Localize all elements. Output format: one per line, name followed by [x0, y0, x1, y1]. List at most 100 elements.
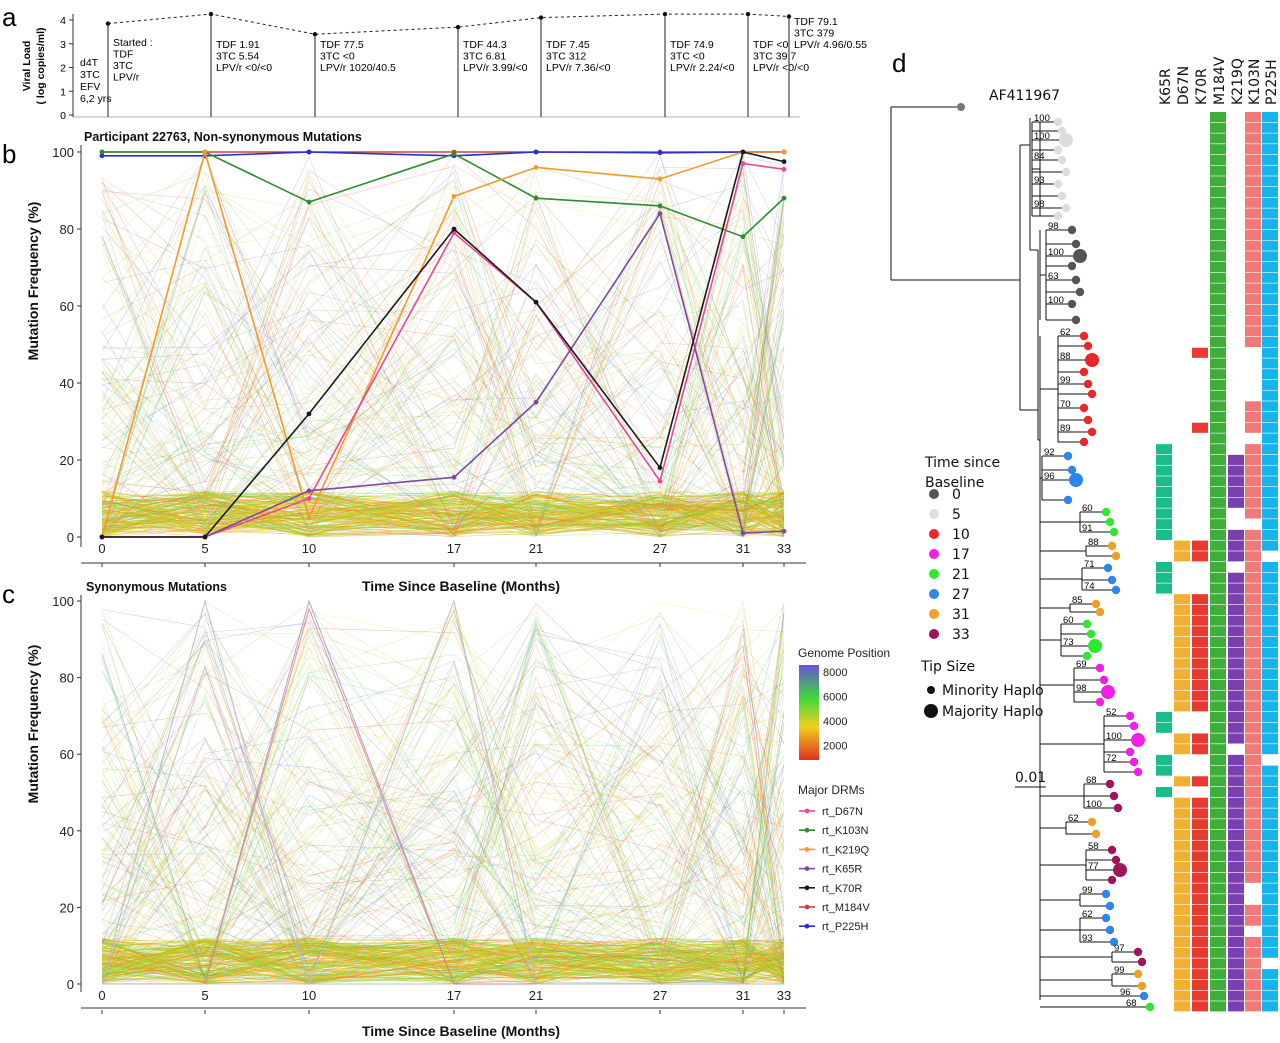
tree-tip	[1087, 817, 1097, 827]
background-mutation-line	[101, 675, 785, 979]
background-mutation-line	[101, 601, 785, 979]
background-mutation-line	[101, 742, 785, 969]
heatmap-cell-K103N	[1245, 947, 1261, 958]
heatmap-cell-P225H	[1262, 519, 1278, 530]
heatmap-cell-K70R	[1192, 958, 1208, 969]
background-mutation-line	[101, 793, 785, 982]
background-mutation-line	[101, 612, 785, 905]
background-mutation-line	[101, 705, 785, 984]
series-line-rt_K103N	[102, 151, 785, 238]
heatmap-cell-K65R	[1156, 519, 1172, 530]
heatmap-cell-K103N	[1245, 551, 1261, 562]
heatmap-cell-K103N	[1245, 476, 1261, 487]
heatmap-cell-M184V	[1210, 465, 1226, 476]
background-mutation-line	[101, 646, 785, 980]
background-mutation-line	[101, 490, 785, 528]
series-point-rt_K219Q	[451, 193, 457, 199]
time-legend-dot	[929, 549, 939, 559]
background-mutation-line	[101, 207, 785, 538]
background-mutation-line	[101, 155, 785, 537]
background-mutation-line	[101, 221, 785, 530]
heatmap-cell-K70R	[1192, 990, 1208, 1001]
phylogeny-panel: AF4119670.011001008493989810063100628899…	[890, 56, 1280, 1012]
heatmap-cell-P225H	[1262, 444, 1278, 455]
heatmap-cell-M184V	[1210, 315, 1226, 326]
background-mutation-line	[101, 491, 785, 527]
drug-level-label: 3TC 379	[794, 28, 834, 40]
background-mutation-line	[101, 214, 785, 538]
background-mutation-line	[101, 843, 785, 975]
tree-tip	[1125, 711, 1135, 721]
heatmap-cell-K219Q	[1228, 476, 1244, 487]
heatmap-cell-M184V	[1210, 229, 1226, 240]
ytick-label: 20	[60, 453, 74, 468]
tree-tip	[1071, 239, 1081, 249]
panel-label-c: c	[2, 579, 15, 609]
heatmap-cell-D67N	[1174, 540, 1190, 551]
tree-tip	[1057, 155, 1067, 165]
heatmap-column-label: K70R	[1194, 68, 1210, 105]
heatmap-cell-K103N	[1245, 165, 1261, 176]
background-mutation-line	[101, 858, 785, 956]
heatmap-cell-K219Q	[1228, 979, 1244, 990]
heatmap-cell-P225H	[1262, 154, 1278, 165]
ytick-label: 80	[60, 671, 74, 686]
bootstrap-label: 98	[1034, 199, 1045, 210]
bootstrap-label: 84	[1034, 151, 1045, 162]
time-legend-label: 31	[952, 607, 970, 623]
heatmap-cell-K219Q	[1228, 690, 1244, 701]
tree-tip	[1057, 126, 1067, 136]
background-mutation-line	[101, 941, 785, 983]
heatmap-cell-D67N	[1174, 947, 1190, 958]
background-mutation-line	[101, 172, 785, 537]
bootstrap-label: 100	[1086, 799, 1102, 810]
syn-title: Synonymous Mutations	[86, 580, 227, 594]
background-mutation-line	[101, 500, 785, 538]
time-legend-dot	[929, 489, 939, 499]
background-mutation-line	[101, 656, 785, 911]
background-mutation-line	[101, 493, 785, 536]
heatmap-cell-M184V	[1210, 829, 1226, 840]
heatmap-cell-K219Q	[1228, 797, 1244, 808]
heatmap-cell-M184V	[1210, 454, 1226, 465]
heatmap-cell-P225H	[1262, 669, 1278, 680]
heatmap-cell-K70R	[1192, 851, 1208, 862]
heatmap-cell-M184V	[1210, 904, 1226, 915]
heatmap-cell-M184V	[1210, 637, 1226, 648]
ytick-label: 0	[67, 530, 74, 545]
tree-tip	[1073, 249, 1087, 263]
background-mutation-line	[101, 706, 785, 978]
background-mutation-line	[101, 203, 785, 529]
tree-tip	[1069, 473, 1083, 487]
bootstrap-label: 100	[1106, 731, 1122, 742]
heatmap-cell-K70R	[1192, 840, 1208, 851]
heatmap-cell-M184V	[1210, 872, 1226, 883]
xtick-label: 27	[653, 541, 667, 556]
background-mutation-line	[101, 215, 785, 512]
heatmap-cell-K103N	[1245, 594, 1261, 605]
background-mutation-line	[101, 184, 785, 434]
heatmap-cell-K219Q	[1228, 819, 1244, 830]
heatmap-cell-M184V	[1210, 519, 1226, 530]
tree-tip	[1053, 117, 1063, 127]
drug-level-label: LPV/r 1020/40.5	[320, 62, 396, 74]
background-mutation-line	[101, 207, 785, 527]
background-mutation-line	[101, 628, 785, 959]
heatmap-cell-P225H	[1262, 144, 1278, 155]
heatmap-cell-K219Q	[1228, 808, 1244, 819]
heatmap-cell-K70R	[1192, 647, 1208, 658]
tree-tip	[1101, 889, 1111, 899]
background-mutation-line	[101, 795, 785, 977]
genome-position-tick: 8000	[823, 667, 847, 679]
background-mutation-line	[101, 493, 785, 530]
heatmap-cell-K219Q	[1228, 765, 1244, 776]
heatmap-cell-K65R	[1156, 712, 1172, 723]
heatmap-cell-M184V	[1210, 647, 1226, 658]
heatmap-cell-M184V	[1210, 176, 1226, 187]
drug-level-label: TDF	[113, 49, 133, 61]
background-mutation-line	[101, 206, 785, 526]
background-mutation-line	[101, 678, 785, 983]
tip-size-minority-dot	[927, 686, 935, 694]
background-mutation-line	[101, 180, 785, 510]
background-mutation-line	[101, 226, 785, 538]
